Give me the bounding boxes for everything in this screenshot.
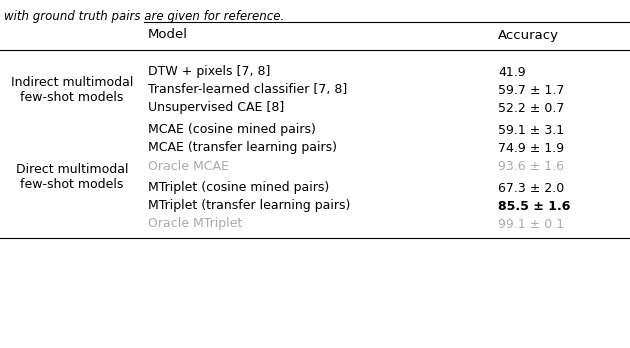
Text: Direct multimodal
few-shot models: Direct multimodal few-shot models	[16, 163, 129, 191]
Text: Indirect multimodal
few-shot models: Indirect multimodal few-shot models	[11, 76, 133, 104]
Text: MTriplet (cosine mined pairs): MTriplet (cosine mined pairs)	[148, 182, 329, 195]
Text: Model: Model	[148, 29, 188, 41]
Text: Oracle MTriplet: Oracle MTriplet	[148, 218, 243, 230]
Text: Unsupervised CAE [8]: Unsupervised CAE [8]	[148, 102, 284, 114]
Text: DTW + pixels [7, 8]: DTW + pixels [7, 8]	[148, 65, 270, 79]
Text: 59.7 ± 1.7: 59.7 ± 1.7	[498, 84, 564, 96]
Text: with ground truth pairs are given for reference.: with ground truth pairs are given for re…	[4, 10, 284, 23]
Text: 99.1 ± 0.1: 99.1 ± 0.1	[498, 218, 564, 230]
Text: 59.1 ± 3.1: 59.1 ± 3.1	[498, 124, 564, 136]
Text: Oracle MCAE: Oracle MCAE	[148, 159, 229, 173]
Text: 67.3 ± 2.0: 67.3 ± 2.0	[498, 182, 564, 195]
Text: 74.9 ± 1.9: 74.9 ± 1.9	[498, 142, 564, 155]
Text: MTriplet (transfer learning pairs): MTriplet (transfer learning pairs)	[148, 199, 350, 213]
Text: Accuracy: Accuracy	[498, 29, 559, 41]
Text: MCAE (cosine mined pairs): MCAE (cosine mined pairs)	[148, 124, 316, 136]
Text: 52.2 ± 0.7: 52.2 ± 0.7	[498, 102, 564, 114]
Text: 41.9: 41.9	[498, 65, 525, 79]
Text: Transfer-learned classifier [7, 8]: Transfer-learned classifier [7, 8]	[148, 84, 347, 96]
Text: 85.5 ± 1.6: 85.5 ± 1.6	[498, 199, 570, 213]
Text: MCAE (transfer learning pairs): MCAE (transfer learning pairs)	[148, 142, 337, 155]
Text: 93.6 ± 1.6: 93.6 ± 1.6	[498, 159, 564, 173]
